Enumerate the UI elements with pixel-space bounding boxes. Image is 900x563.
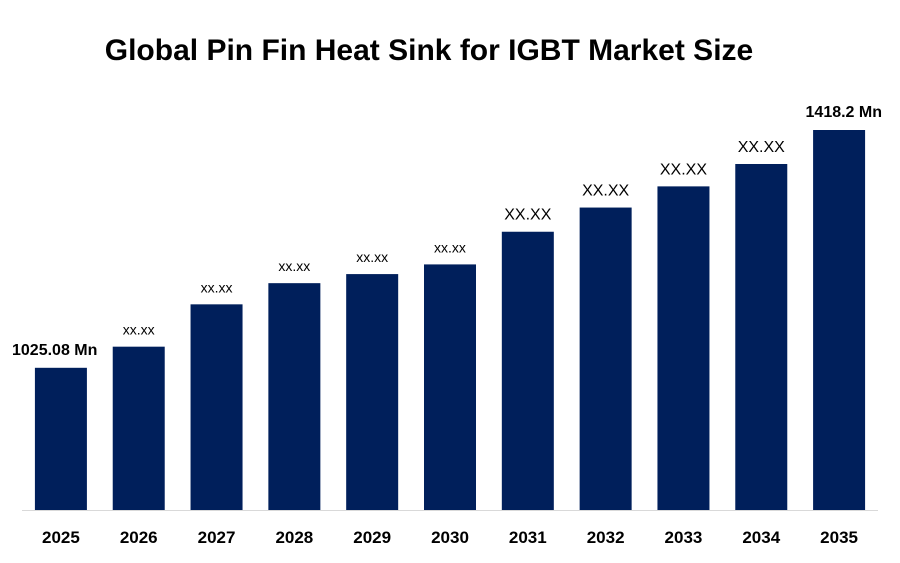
data-label-2035: 1418.2 Mn [806,104,882,121]
data-label-2030: xx.xx [434,239,466,255]
x-tick-label-2035: 2035 [820,528,858,547]
data-label-2028: xx.xx [278,258,310,274]
x-tick-label-2026: 2026 [120,528,158,547]
data-label-2025: 1025.08 Mn [12,342,97,359]
bar-2035 [813,130,866,510]
x-tick-label-2027: 2027 [198,528,236,547]
data-label-2033: XX.XX [660,161,707,178]
data-label-2026: xx.xx [123,322,155,338]
chart-title: Global Pin Fin Heat Sink for IGBT Market… [104,34,754,67]
bar-2026 [112,346,165,510]
bar-2029 [346,274,399,510]
bar-2033 [657,186,710,510]
x-tick-label-2031: 2031 [509,528,547,547]
bar-2031 [501,231,554,510]
bar-2028 [268,283,321,510]
data-label-2027: xx.xx [201,279,233,295]
x-tick-labels: 2025 2026 2027 2028 2029 2030 2031 2032 2033 2034… [42,528,858,547]
data-label-2032: XX.XX [582,183,629,200]
x-tick-label-2029: 2029 [353,528,391,547]
x-tick-label-2025: 2025 [42,528,80,547]
data-label-2034: XX.XX [738,139,785,156]
bars-group [34,130,866,510]
bar-2025 [34,367,87,510]
x-tick-label-2028: 2028 [275,528,313,547]
data-label-2031: XX.XX [504,207,551,224]
x-tick-label-2034: 2034 [742,528,780,547]
bar-2030 [424,264,476,510]
x-tick-label-2032: 2032 [587,528,625,547]
x-tick-label-2030: 2030 [431,528,469,547]
data-label-2029: xx.xx [356,249,388,265]
bar-2027 [190,304,243,510]
x-tick-label-2033: 2033 [665,528,703,547]
bar-2032 [579,207,632,510]
data-labels: 1025.08 Mn xx.xx xx.xx xx.xx xx.xx xx.xx XX.XX… [12,104,882,359]
bar-2034 [735,163,788,510]
